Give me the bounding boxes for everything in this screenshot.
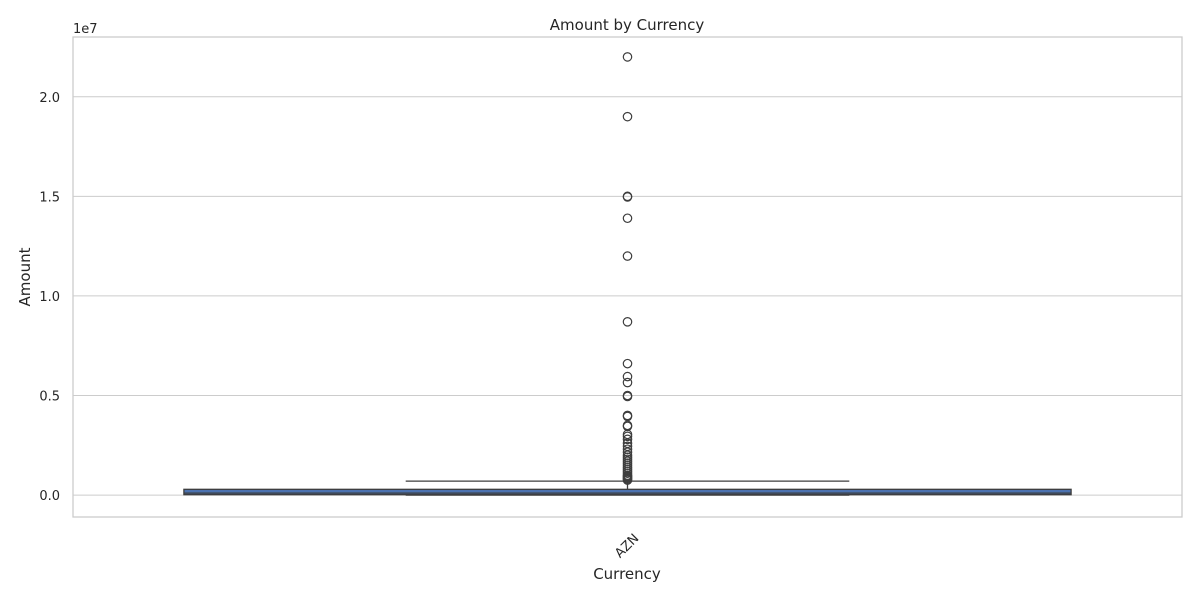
outlier-point: [622, 192, 633, 202]
iqr-box: [183, 488, 1072, 496]
y-tick-label: 1.0: [39, 290, 60, 305]
x-axis-label: Currency: [593, 565, 661, 583]
outlier-point: [622, 434, 633, 445]
outlier-point: [622, 391, 633, 402]
outlier-point: [622, 52, 633, 62]
y-axis-label: Amount: [16, 247, 34, 306]
outlier-point: [622, 251, 633, 261]
x-tick-label: AZN: [612, 531, 642, 561]
outlier-point: [622, 377, 633, 388]
y-tick-label: 0.5: [39, 390, 60, 405]
outlier-point: [622, 431, 633, 442]
plot-frame: [72, 36, 1183, 518]
y-tick-label: 1.5: [39, 190, 60, 205]
outlier-point: [622, 475, 633, 485]
outlier-point: [622, 213, 633, 224]
y-offset-label: 1e7: [73, 22, 98, 37]
y-tick-label: 0.0: [39, 489, 60, 504]
chart-title: Amount by Currency: [550, 16, 705, 34]
outlier-point: [622, 317, 633, 327]
outlier-point: [622, 429, 633, 440]
y-ticks: 0.0 0.5 1.0 1.5 2.0: [39, 91, 60, 504]
x-ticks: AZN: [612, 531, 642, 561]
outlier-point: [622, 111, 633, 122]
outliers: [622, 52, 633, 485]
y-tick-label: 2.0: [39, 91, 60, 106]
outlier-point: [622, 358, 633, 369]
outlier-point: [622, 371, 633, 382]
